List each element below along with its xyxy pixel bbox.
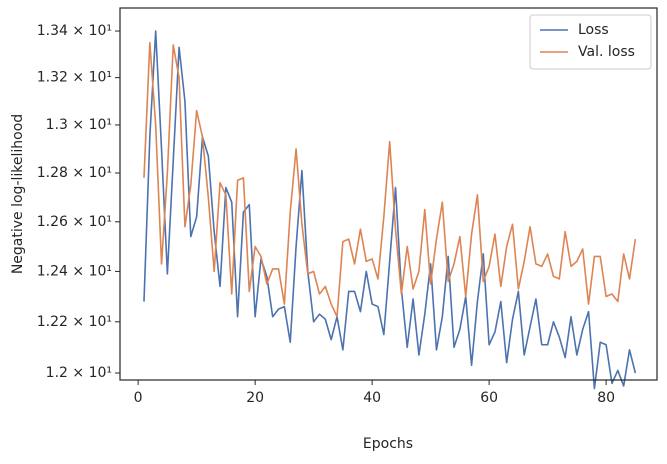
x-tick-label: 20 [246, 390, 264, 406]
y-axis-label: Negative log-likelihood [10, 114, 26, 274]
line-series [143, 41, 637, 318]
legend-box [529, 14, 652, 70]
legend-label: Loss [578, 22, 609, 38]
x-tick-label: 80 [597, 390, 615, 406]
x-tick-label: 40 [363, 390, 381, 406]
y-tick-label: 1.22 × 10¹ [37, 314, 112, 330]
y-tick-label: 1.3 × 10¹ [46, 117, 112, 133]
x-tick-label: 60 [480, 390, 498, 406]
y-tick-label: 1.24 × 10¹ [37, 263, 112, 279]
line-series [143, 30, 637, 390]
y-tick-label: 1.34 × 10¹ [37, 23, 112, 39]
y-tick-label: 1.28 × 10¹ [37, 165, 112, 181]
plot-frame [119, 7, 658, 381]
legend-label: Val. loss [578, 44, 635, 60]
x-tick-label: 0 [134, 390, 143, 406]
x-axis-label: Epochs [363, 436, 413, 452]
y-tick-label: 1.2 × 10¹ [46, 365, 112, 381]
y-tick-label: 1.26 × 10¹ [37, 214, 112, 230]
y-tick-label: 1.32 × 10¹ [37, 70, 112, 86]
